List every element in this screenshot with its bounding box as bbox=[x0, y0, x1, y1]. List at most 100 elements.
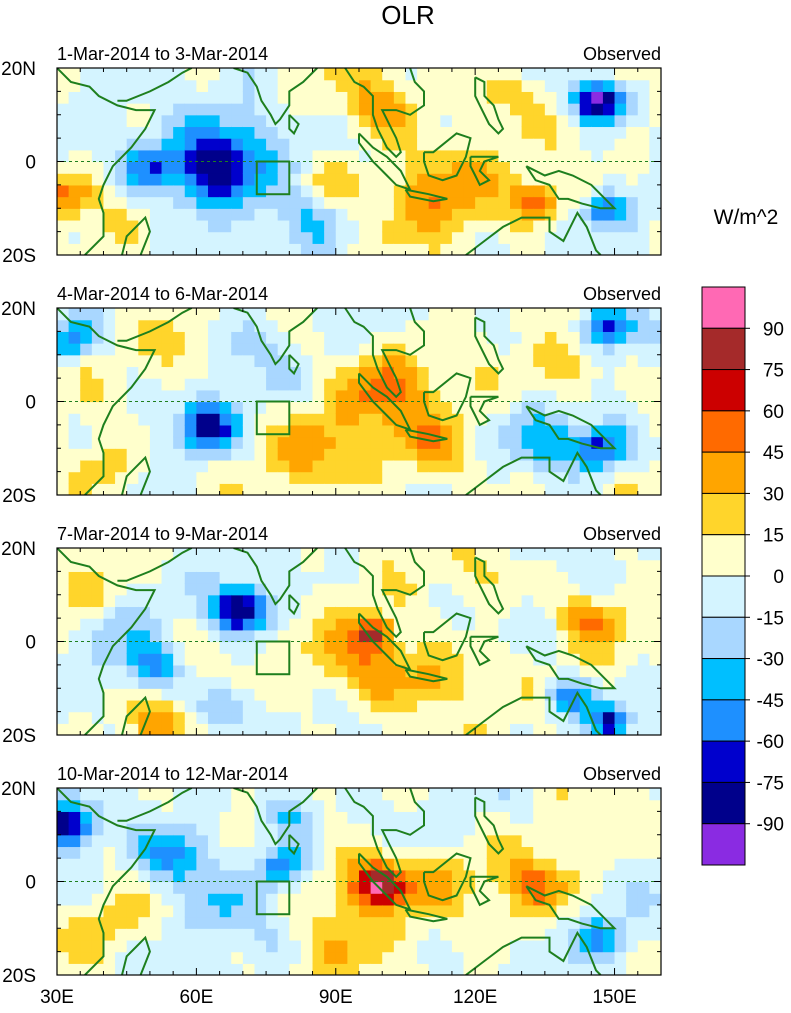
olr-cell bbox=[103, 79, 116, 92]
olr-cell bbox=[637, 846, 650, 859]
olr-cell bbox=[498, 389, 511, 403]
olr-cell bbox=[463, 823, 476, 836]
olr-cell bbox=[510, 231, 523, 244]
olr-cell bbox=[637, 881, 650, 894]
olr-cell bbox=[649, 629, 661, 643]
olr-cell bbox=[149, 459, 163, 473]
olr-cell bbox=[173, 161, 186, 174]
olr-cell bbox=[231, 378, 244, 391]
olr-cell bbox=[161, 606, 174, 619]
olr-cell bbox=[556, 688, 569, 701]
olr-cell bbox=[649, 571, 661, 584]
olr-cell bbox=[80, 823, 93, 836]
olr-cell bbox=[103, 723, 116, 735]
olr-cell bbox=[335, 459, 348, 473]
olr-cell bbox=[626, 823, 639, 836]
olr-cell bbox=[602, 413, 616, 426]
olr-cell bbox=[173, 963, 186, 975]
olr-cell bbox=[649, 366, 661, 379]
olr-cell bbox=[312, 869, 325, 883]
olr-cell bbox=[312, 319, 325, 332]
olr-cell bbox=[591, 91, 604, 104]
olr-cell bbox=[254, 594, 267, 608]
olr-cell bbox=[208, 343, 221, 356]
olr-cell bbox=[231, 571, 244, 584]
olr-cell bbox=[463, 184, 476, 198]
olr-cell bbox=[556, 219, 569, 233]
olr-cell bbox=[533, 811, 546, 824]
olr-cell bbox=[149, 471, 163, 484]
olr-cell bbox=[475, 483, 488, 495]
olr-cell bbox=[428, 571, 441, 584]
olr-cell bbox=[161, 811, 174, 824]
olr-cell bbox=[347, 834, 360, 848]
olr-cell bbox=[196, 928, 209, 941]
olr-cell bbox=[347, 951, 360, 964]
olr-cell bbox=[463, 846, 476, 859]
olr-cell bbox=[103, 243, 116, 255]
coastline-java bbox=[404, 428, 448, 443]
olr-cell bbox=[324, 471, 337, 484]
olr-cell bbox=[370, 559, 383, 572]
olr-cell bbox=[289, 459, 302, 473]
olr-cell bbox=[359, 571, 372, 584]
olr-cell bbox=[614, 811, 627, 824]
olr-cell bbox=[161, 676, 174, 689]
olr-cell bbox=[591, 126, 604, 139]
olr-cell bbox=[405, 366, 418, 379]
olr-cell bbox=[161, 184, 174, 198]
olr-cell bbox=[649, 904, 661, 918]
olr-cell bbox=[219, 126, 232, 139]
olr-cell bbox=[184, 424, 197, 438]
olr-cell bbox=[115, 846, 128, 859]
olr-cell bbox=[138, 869, 151, 883]
olr-cell bbox=[510, 366, 523, 379]
olr-cell bbox=[544, 676, 558, 689]
olr-cell bbox=[196, 811, 209, 824]
olr-cell bbox=[103, 138, 116, 151]
olr-cell bbox=[115, 641, 128, 654]
olr-cell bbox=[115, 331, 128, 344]
olr-cell bbox=[300, 571, 314, 584]
olr-cell bbox=[126, 354, 139, 368]
olr-cell bbox=[602, 928, 616, 941]
olr-cell bbox=[115, 126, 128, 139]
olr-cell bbox=[544, 243, 558, 255]
olr-cell bbox=[591, 869, 604, 883]
olr-cell bbox=[300, 904, 314, 918]
olr-cell bbox=[649, 243, 661, 255]
olr-cell bbox=[428, 559, 441, 572]
olr-cell bbox=[533, 184, 546, 198]
olr-cell bbox=[440, 184, 453, 198]
olr-cell bbox=[347, 571, 360, 584]
olr-cell bbox=[324, 893, 337, 906]
olr-cell bbox=[126, 231, 139, 244]
olr-cell bbox=[184, 459, 197, 473]
olr-cell bbox=[184, 79, 197, 92]
olr-cell bbox=[184, 331, 197, 344]
olr-cell bbox=[428, 916, 441, 929]
olr-cell bbox=[637, 699, 650, 713]
olr-cell bbox=[568, 723, 581, 735]
olr-cell bbox=[161, 126, 174, 139]
olr-cell bbox=[591, 173, 604, 186]
olr-cell bbox=[370, 916, 383, 929]
olr-cell bbox=[242, 846, 256, 859]
olr-cell bbox=[626, 618, 639, 631]
olr-cell bbox=[115, 91, 128, 104]
olr-cell bbox=[405, 79, 418, 92]
olr-cell bbox=[463, 606, 476, 619]
olr-cell bbox=[242, 103, 256, 116]
olr-cell bbox=[382, 448, 395, 461]
olr-cell bbox=[451, 963, 465, 975]
olr-cell bbox=[486, 308, 499, 321]
olr-cell bbox=[266, 951, 279, 964]
olr-cell bbox=[637, 951, 650, 964]
olr-cell bbox=[208, 231, 221, 244]
olr-cell bbox=[80, 483, 93, 495]
olr-cell bbox=[393, 79, 407, 92]
olr-cell bbox=[405, 653, 418, 666]
olr-cell bbox=[266, 413, 279, 426]
colorbar-label: -45 bbox=[757, 691, 784, 712]
olr-cell bbox=[173, 869, 186, 883]
